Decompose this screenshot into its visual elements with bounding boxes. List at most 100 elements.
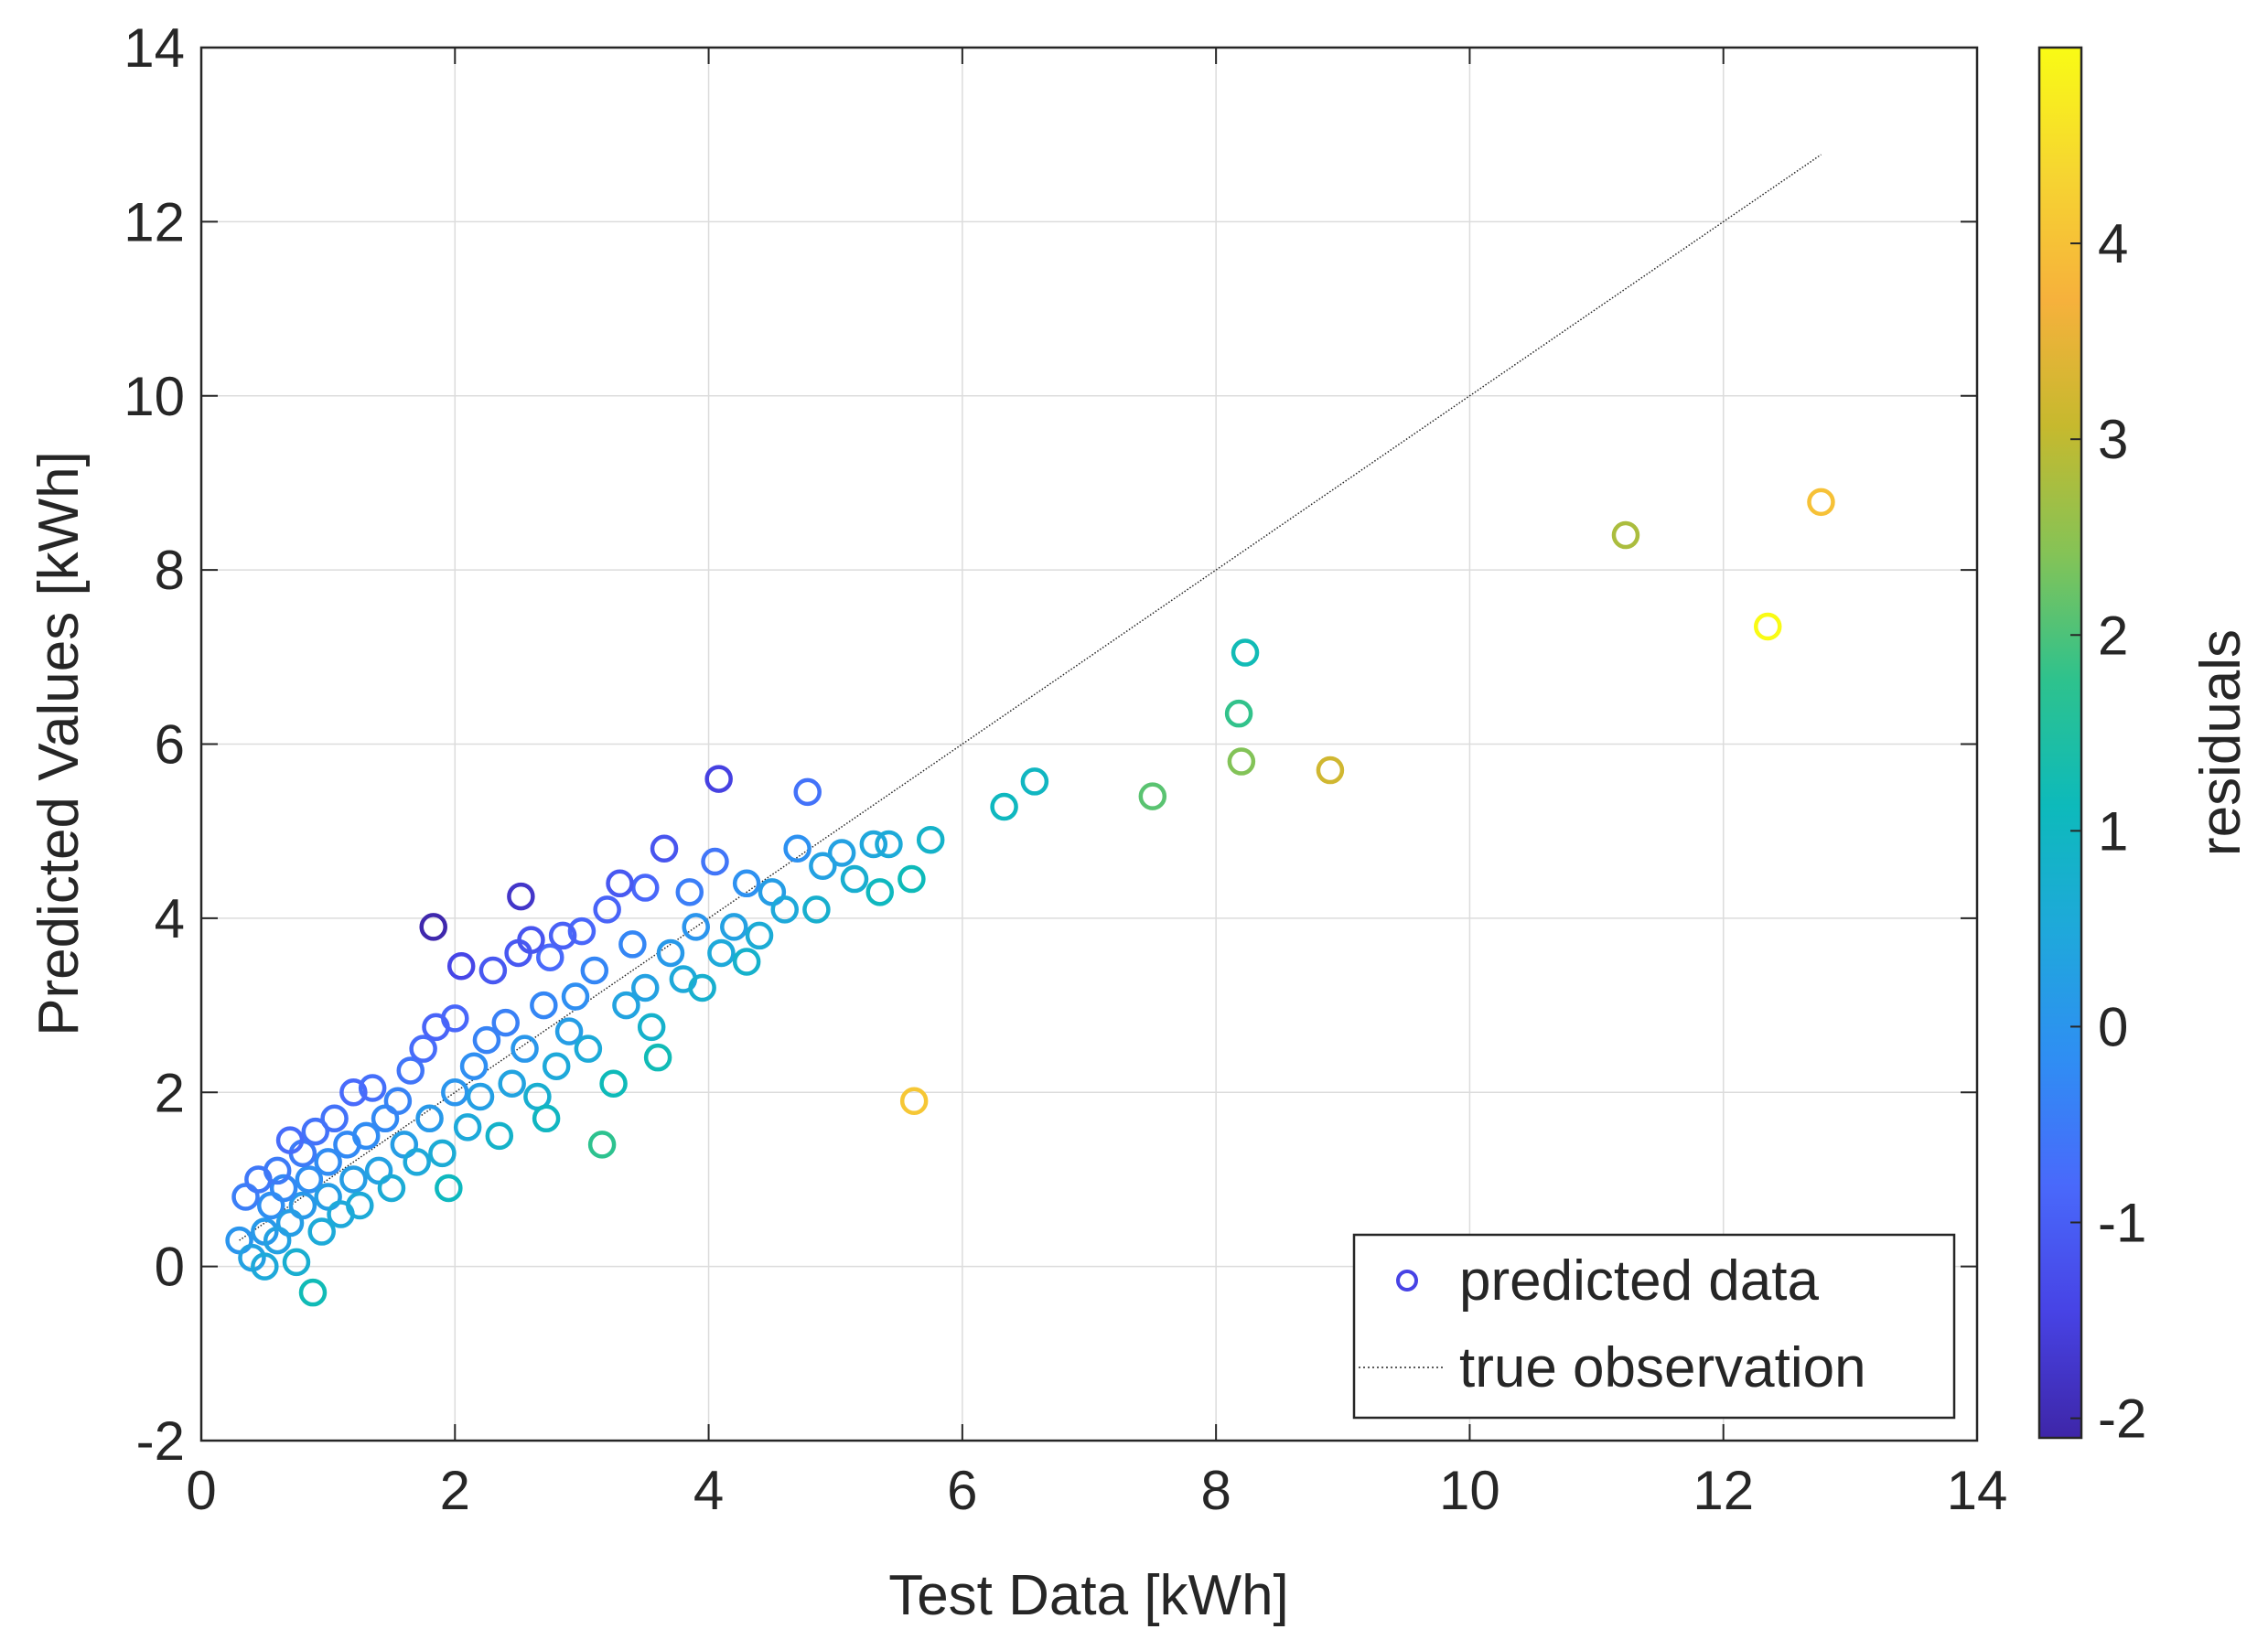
y-axis-label: Predicted Values [kWh] (27, 451, 91, 1036)
data-point (415, 1104, 444, 1133)
data-point (548, 921, 577, 950)
legend-label-predicted-data: predicted data (1459, 1249, 1819, 1313)
data-point (637, 1013, 666, 1042)
data-point (358, 1074, 387, 1102)
data-point (453, 1113, 482, 1142)
data-point (599, 1069, 628, 1098)
data-point (1807, 488, 1835, 517)
colorbar (2037, 46, 2083, 1440)
data-point (554, 1017, 584, 1045)
data-point (511, 1034, 539, 1063)
data-point (1611, 520, 1640, 550)
true-observation-line (239, 154, 1822, 1241)
data-point (422, 1013, 450, 1042)
data-point (383, 1087, 413, 1116)
data-point (1316, 756, 1345, 785)
colorbar-tick-label: 1 (2098, 800, 2128, 862)
data-point (301, 1117, 330, 1146)
data-point (561, 982, 590, 1011)
data-point (466, 1082, 495, 1111)
data-point (409, 1034, 437, 1063)
data-point (865, 878, 894, 906)
data-point (542, 1052, 571, 1080)
data-point (688, 973, 716, 1002)
colorbar-tick-label: 4 (2098, 213, 2128, 274)
colorbar-tick-label: 2 (2098, 605, 2128, 666)
data-point (282, 1248, 311, 1277)
data-point (720, 913, 748, 941)
data-point (532, 1104, 561, 1133)
data-point (428, 1139, 457, 1168)
data-point (675, 878, 704, 906)
data-point (898, 864, 926, 894)
y-tick-label: -2 (136, 1410, 185, 1472)
data-point (346, 1191, 374, 1220)
data-point (840, 864, 869, 894)
data-point (587, 1131, 617, 1159)
data-point (251, 1252, 279, 1281)
data-point (682, 913, 710, 941)
y-tick-label: 2 (155, 1062, 185, 1123)
data-point (631, 874, 660, 902)
data-point (269, 1174, 298, 1203)
y-tick-label: 4 (155, 888, 185, 949)
x-axis-label: Test Data [kWh] (888, 1564, 1289, 1627)
y-tick-label: 14 (124, 17, 185, 79)
colorbar-tick-label: 0 (2098, 996, 2128, 1057)
data-point (899, 1087, 929, 1116)
data-point (707, 938, 736, 968)
data-point (339, 1078, 368, 1107)
data-point (491, 1008, 520, 1037)
data-point (263, 1226, 292, 1255)
data-point (793, 777, 822, 807)
x-tick-label: 4 (693, 1460, 724, 1521)
data-point (377, 1174, 406, 1203)
y-tick-label: 6 (155, 714, 185, 776)
data-point (631, 973, 660, 1002)
data-point (809, 852, 837, 881)
x-tick-label: 10 (1439, 1460, 1500, 1521)
data-point (295, 1165, 324, 1194)
data-point (827, 839, 856, 867)
data-point (1753, 612, 1782, 641)
legend: predicted data true observation (1352, 1233, 1956, 1420)
data-point (916, 825, 945, 854)
data-point (1227, 747, 1256, 776)
data-point (745, 921, 774, 950)
data-point (307, 1217, 336, 1246)
x-tick-label: 8 (1200, 1460, 1231, 1521)
data-point (459, 1052, 489, 1080)
data-point (990, 792, 1018, 821)
data-point (1224, 699, 1253, 728)
x-tick-label: 6 (947, 1460, 977, 1521)
data-point (530, 991, 558, 1020)
data-point (275, 1126, 305, 1154)
data-point (244, 1165, 273, 1194)
y-tick-label: 12 (124, 191, 185, 252)
data-point (875, 830, 903, 859)
predicted-data-points (225, 488, 1835, 1307)
data-point (859, 830, 888, 859)
data-point (783, 834, 812, 863)
x-tick-label: 2 (440, 1460, 470, 1521)
data-point (517, 926, 545, 954)
x-tick-label: 0 (186, 1460, 216, 1521)
data-point (403, 1148, 431, 1176)
data-point (1138, 782, 1167, 810)
data-point (536, 943, 564, 971)
data-point (478, 956, 508, 985)
data-point (574, 1034, 603, 1063)
data-point (314, 1148, 342, 1176)
data-point (396, 1056, 425, 1085)
data-point (446, 951, 476, 981)
data-point (618, 930, 647, 959)
data-point (507, 882, 535, 911)
data-point (770, 895, 800, 924)
data-point (333, 1131, 361, 1159)
data-point (1020, 767, 1049, 796)
data-point (485, 1121, 514, 1151)
x-tick-label: 12 (1693, 1460, 1754, 1521)
data-point (472, 1025, 501, 1055)
